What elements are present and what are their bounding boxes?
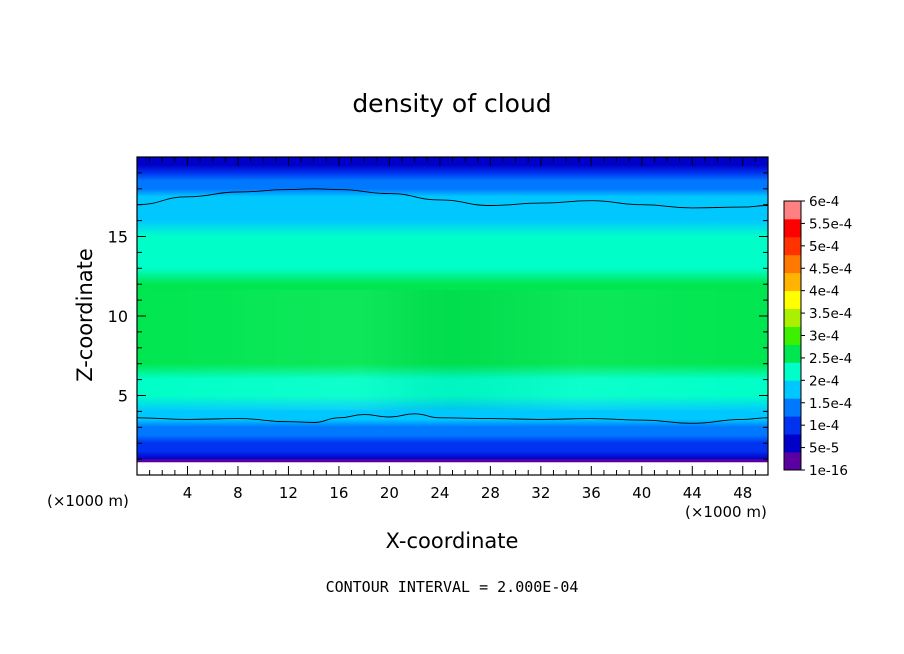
contour-line-2 [137,413,768,424]
colorbar-label: 5e-5 [809,441,839,457]
colorbar-label: 3.5e-4 [809,306,852,322]
colorbar-label: 5e-4 [809,239,839,255]
colorbar-swatch [784,272,801,292]
colorbar-label: 2.5e-4 [809,351,852,367]
colorbar-label: 3e-4 [809,329,839,345]
colorbar-swatch [784,254,801,274]
colorbar-label: 1e-4 [809,418,839,434]
colorbar-label: 4.5e-4 [809,261,852,277]
x-tick-label: 36 [582,484,601,502]
ground-band [137,459,768,475]
colorbar-swatch [784,452,801,471]
x-tick-label: 20 [380,484,399,502]
colorbar-swatch [784,290,801,309]
chart-title: density of cloud [352,89,551,118]
colorbar-swatch [784,380,801,399]
colorbar-swatch [784,236,801,256]
colorbar-swatch [784,218,801,238]
x-tick-label: 24 [430,484,449,502]
contour-interval-note: CONTOUR INTERVAL = 2.000E-04 [326,578,579,596]
x-axis-ticks: 4 8 12 16 20 24 28 32 36 40 44 48 [149,157,756,502]
x-tick-label: 44 [683,484,702,502]
colorbar-swatch [784,434,801,453]
y-axis-ticks: 5 10 15 [108,172,768,460]
contour-lines [137,188,768,424]
x-tick-label: 48 [733,484,752,502]
x-tick-label: 28 [481,484,500,502]
y-tick-label: 15 [108,228,128,247]
x-tick-label: 4 [183,484,193,502]
colorbar-label: 2e-4 [809,373,839,389]
y-tick-label: 10 [108,307,128,326]
x-tick-label: 40 [632,484,651,502]
colorbar-label: 1e-16 [809,463,848,479]
colorbar-label: 6e-4 [809,194,839,210]
colorbar-label: 5.5e-4 [809,216,852,232]
colorbar: 6e-4 5.5e-4 5e-4 4.5e-4 4e-4 3.5e-4 3e-4 2.5e-4… [783,194,852,479]
x-unit-label-left: (×1000 m) [47,492,129,510]
y-axis-label: Z-coordinate [73,248,97,382]
plot-area [137,157,768,475]
colorbar-swatch [784,344,801,363]
below-surface-area [137,462,768,475]
x-tick-label: 32 [531,484,550,502]
contour-line-1 [137,188,768,209]
colorbar-swatch [784,201,801,220]
y-tick-label: 5 [118,387,128,406]
colorbar-swatch [784,416,801,435]
turbulence-shading [137,290,768,410]
colorbar-swatch [784,362,801,381]
x-axis-label: X-coordinate [386,529,519,553]
colorbar-swatch [784,398,801,417]
colorbar-swatch [784,326,801,345]
x-tick-label: 16 [329,484,348,502]
x-tick-label: 8 [233,484,243,502]
x-unit-label-right: (×1000 m) [685,503,767,521]
x-tick-label: 12 [279,484,298,502]
colorbar-label: 4e-4 [809,284,839,300]
colorbar-label: 1.5e-4 [809,396,852,412]
colorbar-swatch [784,308,801,327]
